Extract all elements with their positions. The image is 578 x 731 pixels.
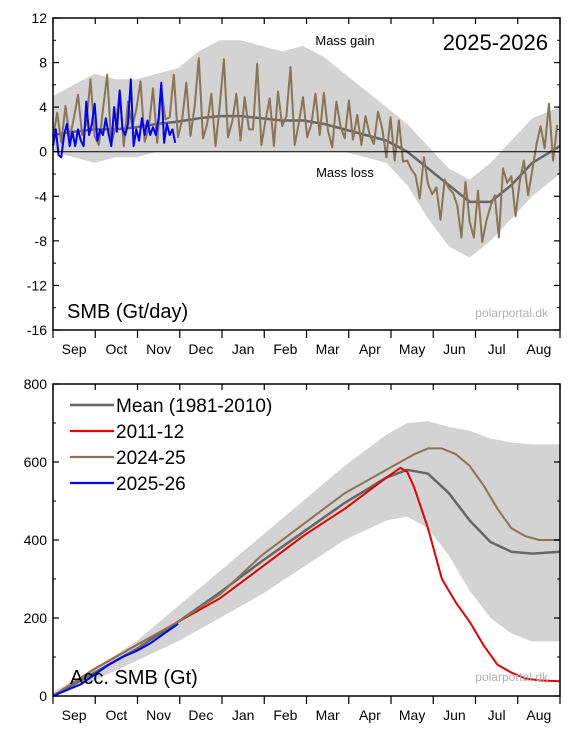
series-line-2025-26 <box>52 78 177 159</box>
x-month-label: Aug <box>526 341 551 357</box>
x-month-label: Jun <box>443 707 466 723</box>
bottom-band-layer <box>53 421 560 696</box>
y-tick-label: -12 <box>27 277 47 293</box>
bottom-watermark: polarportal.dk <box>475 670 549 684</box>
x-month-label: May <box>399 341 425 357</box>
daily-smb-panel: 12 8 4 0 -4 -8 -12 -16 Sep Oct Nov Dec Jan Feb Mar Apr M… <box>27 10 561 357</box>
y-tick-label: -16 <box>27 322 47 338</box>
x-month-label: Apr <box>359 341 381 357</box>
y-tick-label: 200 <box>24 610 48 626</box>
y-tick-label: 400 <box>24 532 48 548</box>
x-month-label: Oct <box>105 707 127 723</box>
x-month-label: Mar <box>316 341 340 357</box>
x-month-label: Jul <box>488 341 506 357</box>
x-month-label: Nov <box>146 341 171 357</box>
variability-band <box>53 421 560 696</box>
mass-loss-annotation: Mass loss <box>316 165 374 180</box>
series-line-2011-12 <box>52 466 561 697</box>
y-tick-label: -4 <box>35 188 48 204</box>
x-month-label: Dec <box>188 341 213 357</box>
x-month-label: Jan <box>232 341 255 357</box>
y-tick-label: 600 <box>24 454 48 470</box>
legend-label-2024-25: 2024-25 <box>116 448 186 469</box>
x-month-label: Sep <box>62 707 87 723</box>
series-line-2024-25 <box>52 447 560 697</box>
top-panel-label: SMB (Gt/day) <box>67 301 188 323</box>
legend-label-2025-26: 2025-26 <box>116 474 186 495</box>
x-month-label: Mar <box>316 707 340 723</box>
y-tick-label: 0 <box>39 144 47 160</box>
x-month-label: Jan <box>232 707 255 723</box>
x-month-label: Sep <box>62 341 87 357</box>
top-series-layer <box>52 57 561 243</box>
x-month-label: Feb <box>273 707 297 723</box>
y-tick-label: 4 <box>39 99 47 115</box>
bottom-axis-layer: 800 600 400 200 0 Sep Oct Nov Dec Jan Feb Mar Apr May… <box>24 376 561 723</box>
y-tick-label: 800 <box>24 376 48 392</box>
variability-band <box>53 40 560 258</box>
y-tick-label: 0 <box>39 688 47 704</box>
x-month-label: Dec <box>188 707 213 723</box>
x-month-label: Aug <box>526 707 551 723</box>
series-line-mean-1981-2010 <box>52 114 561 204</box>
series-line-2025-26 <box>52 623 179 697</box>
top-watermark: polarportal.dk <box>475 306 549 320</box>
bottom-panel-label: Acc. SMB (Gt) <box>70 667 198 689</box>
y-tick-label: 12 <box>31 10 47 26</box>
x-month-label: Jun <box>443 341 466 357</box>
top-axis-layer: 12 8 4 0 -4 -8 -12 -16 Sep Oct Nov Dec Jan Feb Mar Apr M… <box>27 10 561 357</box>
mass-gain-annotation: Mass gain <box>315 33 374 48</box>
bottom-series-layer <box>52 447 561 698</box>
x-month-label: Jul <box>488 707 506 723</box>
series-line-2024-25 <box>52 57 559 243</box>
x-month-label: Apr <box>359 707 381 723</box>
accumulated-smb-panel: 800 600 400 200 0 Sep Oct Nov Dec Jan Feb Mar Apr May… <box>24 376 561 723</box>
legend-label-mean-1981-2010: Mean (1981-2010) <box>116 396 272 417</box>
top-band-layer <box>53 40 560 258</box>
season-label: 2025-2026 <box>443 30 548 55</box>
x-month-label: Nov <box>146 707 171 723</box>
x-month-label: Feb <box>273 341 297 357</box>
legend: Mean (1981-2010) 2011-12 2024-25 2025-26 <box>70 396 272 495</box>
y-tick-label: -8 <box>35 233 48 249</box>
y-tick-label: 8 <box>39 55 47 71</box>
x-month-label: Oct <box>105 341 127 357</box>
x-month-label: May <box>399 707 425 723</box>
legend-label-2011-12: 2011-12 <box>116 422 184 443</box>
